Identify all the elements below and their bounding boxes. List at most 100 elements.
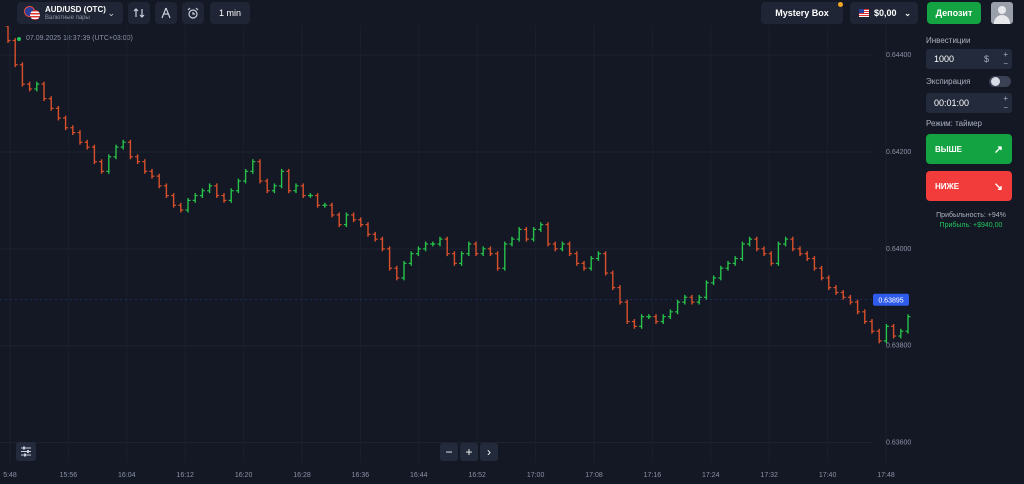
ohlc-bar: [250, 159, 256, 174]
ohlc-bar: [351, 212, 357, 223]
ohlc-bar: [315, 193, 321, 208]
ohlc-bar: [725, 260, 731, 271]
ohlc-bar: [41, 81, 47, 102]
indicators-button[interactable]: [182, 2, 204, 24]
ohlc-bar: [235, 178, 241, 194]
lower-label: НИЖЕ: [935, 181, 960, 191]
ohlc-bar: [588, 256, 594, 271]
ohlc-bar: [343, 212, 349, 228]
ohlc-bars: [5, 26, 911, 344]
ohlc-bar: [322, 202, 328, 208]
ohlc-bar: [55, 105, 61, 121]
ohlc-bar: [459, 251, 465, 266]
notification-dot: [838, 2, 843, 7]
asset-selector[interactable]: AUD/USD (OTC) Валютные пары ⌄: [17, 2, 123, 24]
ohlc-bar: [221, 193, 227, 203]
deposit-button[interactable]: Депозит: [927, 2, 981, 24]
arrow-up-right-icon: ↗: [993, 143, 1003, 156]
ohlc-bar: [12, 38, 18, 68]
lower-button[interactable]: НИЖЕ ↘: [926, 171, 1012, 201]
ohlc-bar: [329, 202, 335, 218]
x-tick-label: 17:24: [702, 472, 720, 479]
ohlc-bar: [379, 236, 385, 252]
ohlc-bar: [768, 251, 774, 266]
investment-input[interactable]: 1000 $ + −: [926, 49, 1012, 69]
ohlc-bar: [120, 139, 126, 150]
expiration-input[interactable]: 00:01:00 + −: [926, 93, 1012, 113]
ohlc-bar: [19, 62, 25, 87]
timeframe-button[interactable]: 1 min: [210, 2, 250, 24]
expiration-toggle[interactable]: [989, 76, 1011, 87]
ohlc-bar: [761, 246, 767, 257]
ohlc-bar: [783, 236, 789, 247]
ohlc-bar: [163, 183, 169, 198]
y-axis-labels: 0.64400 0.64200 0.64000 0.63800 0.63600: [886, 52, 911, 447]
ohlc-bar: [149, 168, 155, 179]
x-tick-label: 17:40: [819, 472, 837, 479]
balance-selector[interactable]: $0,00 ⌄: [850, 2, 918, 24]
ohlc-bar: [689, 294, 695, 305]
ohlc-bar: [271, 183, 277, 194]
compass-icon: [161, 7, 171, 19]
ohlc-bar: [91, 144, 97, 165]
server-time: 07.09.2025 18:37:39 (UTC+03:00): [17, 35, 133, 42]
price-chart[interactable]: 0.64400 0.64200 0.64000 0.63800 0.63600 5:48…: [0, 26, 920, 484]
x-tick-label: 16:36: [352, 472, 370, 479]
ohlc-bar: [754, 236, 760, 252]
us-flag-icon: [859, 9, 869, 17]
ohlc-bar: [502, 241, 508, 271]
scroll-forward-button[interactable]: ›: [480, 443, 498, 461]
ohlc-bar: [574, 251, 580, 266]
ohlc-bar: [473, 241, 479, 257]
ohlc-bar: [891, 323, 897, 339]
ohlc-bar: [646, 314, 652, 320]
ohlc-bar: [869, 319, 875, 334]
x-tick-label: 17:08: [585, 472, 603, 479]
ohlc-bar: [538, 222, 544, 232]
x-tick-label: 16:28: [293, 472, 311, 479]
ohlc-bar: [84, 139, 90, 150]
y-tick-label: 0.63600: [886, 440, 911, 447]
ohlc-bar: [603, 251, 609, 276]
ohlc-bar: [840, 290, 846, 300]
payout-text: Прибыльность: +94%: [936, 212, 1006, 219]
ohlc-bar: [77, 130, 83, 145]
profit-text: Прибыль: +$940,00: [939, 222, 1003, 229]
drawing-tools-button[interactable]: [155, 2, 177, 24]
ohlc-bar: [876, 328, 882, 344]
ohlc-bar: [113, 144, 119, 160]
higher-button[interactable]: ВЫШЕ ↗: [926, 134, 1012, 164]
ohlc-bar: [437, 236, 443, 247]
ohlc-bar: [581, 260, 587, 271]
ohlc-bar: [509, 236, 515, 247]
current-price-label: 0.63895: [878, 298, 903, 305]
price-tag: 0.63895: [0, 293, 909, 306]
ohlc-bar: [408, 251, 414, 266]
zoom-out-button[interactable]: −: [440, 443, 458, 461]
y-tick-label: 0.63800: [886, 343, 911, 350]
ohlc-bar: [559, 241, 565, 252]
mode-label: Режим: таймер: [926, 119, 982, 128]
zoom-in-button[interactable]: +: [460, 443, 478, 461]
ohlc-bar: [199, 188, 205, 198]
ohlc-bar: [214, 183, 220, 198]
ohlc-bar: [883, 323, 889, 344]
top-bar: AUD/USD (OTC) Валютные пары ⌄ 1 min Myst…: [0, 0, 1024, 26]
stepper-icon[interactable]: + −: [1003, 50, 1008, 68]
asset-name: AUD/USD (OTC): [45, 4, 106, 14]
currency-flag-icon: [24, 6, 40, 20]
mystery-box-button[interactable]: Mystery Box: [761, 2, 843, 24]
x-tick-label: 15:56: [60, 472, 78, 479]
ohlc-bar: [480, 246, 486, 257]
chart-settings-button[interactable]: [16, 442, 36, 461]
ohlc-bar: [135, 154, 141, 165]
ohlc-bar: [826, 275, 832, 291]
stepper-icon[interactable]: + −: [1003, 94, 1008, 112]
avatar[interactable]: [991, 2, 1013, 24]
ohlc-bar: [365, 222, 371, 237]
ohlc-bar: [127, 139, 133, 160]
expiration-value: 00:01:00: [934, 98, 970, 108]
y-tick-label: 0.64000: [886, 246, 911, 253]
ohlc-bar: [739, 241, 745, 261]
chart-type-button[interactable]: [128, 2, 150, 24]
